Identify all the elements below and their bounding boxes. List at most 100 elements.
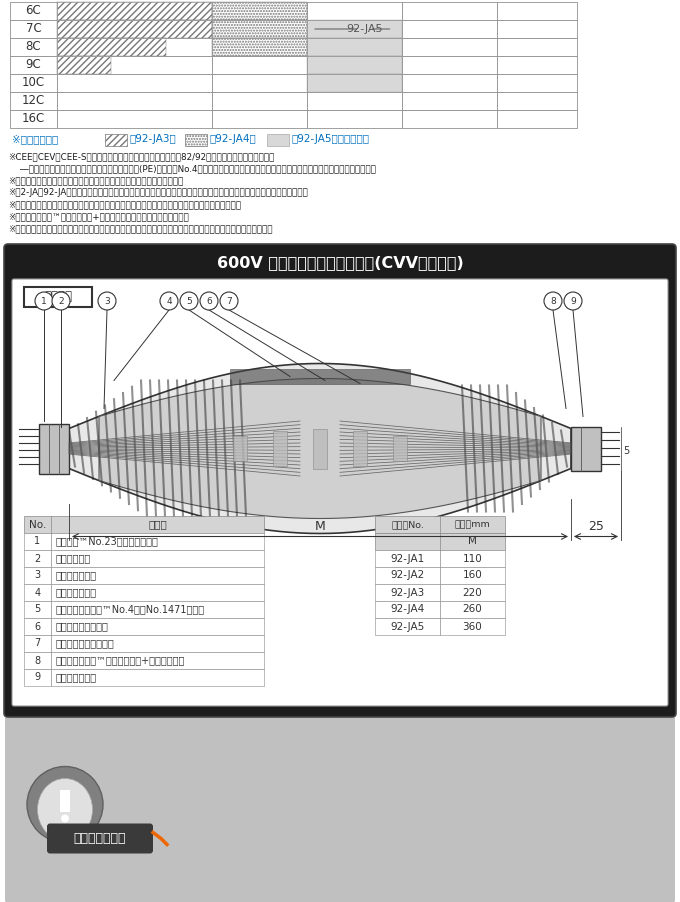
Text: 9C: 9C: [26, 59, 41, 71]
Bar: [497, 20, 577, 38]
Bar: [402, 74, 497, 92]
Bar: [307, 56, 402, 74]
Bar: [497, 110, 577, 128]
Text: 4: 4: [35, 587, 41, 597]
Bar: [307, 56, 402, 74]
Text: キットNo.: キットNo.: [391, 520, 424, 529]
Text: 10C: 10C: [22, 77, 45, 89]
Bar: [10, 92, 57, 110]
Bar: [375, 550, 440, 567]
Bar: [212, 38, 307, 56]
Bar: [230, 369, 410, 383]
FancyBboxPatch shape: [47, 824, 153, 853]
Text: ※スコッチフィル™電気絶縁バテ+ビニルテープは別途ご用意ください。: ※スコッチフィル™電気絶縁バテ+ビニルテープは別途ご用意ください。: [8, 212, 189, 221]
Bar: [212, 74, 307, 92]
Bar: [212, 92, 307, 110]
Bar: [57, 2, 212, 20]
Bar: [307, 74, 402, 92]
Bar: [24, 635, 51, 652]
Bar: [10, 20, 57, 38]
Bar: [497, 2, 577, 20]
Bar: [307, 2, 402, 20]
Text: 5: 5: [186, 297, 192, 306]
Text: 92-JA1: 92-JA1: [390, 554, 424, 564]
Text: 1: 1: [41, 297, 47, 306]
Bar: [402, 110, 497, 128]
Bar: [212, 2, 307, 20]
Text: スコッチ™No.23自己融着テープ: スコッチ™No.23自己融着テープ: [56, 537, 159, 547]
Bar: [307, 74, 402, 92]
Bar: [51, 652, 264, 669]
Polygon shape: [99, 379, 541, 519]
Bar: [57, 20, 212, 38]
Text: ※心線接続は合併圆形圧着スリーブを標準とし、絶縁は貴展略とします。: ※心線接続は合併圆形圧着スリーブを標準とし、絶縁は貴展略とします。: [8, 176, 184, 185]
Text: モールドケース: モールドケース: [56, 570, 97, 581]
Bar: [10, 74, 57, 92]
Text: 9: 9: [35, 673, 41, 683]
Text: ビニルテープ: ビニルテープ: [56, 554, 91, 564]
Text: 260: 260: [462, 604, 482, 614]
Ellipse shape: [37, 778, 92, 841]
Bar: [51, 669, 264, 686]
Text: 8C: 8C: [26, 41, 41, 53]
Bar: [375, 618, 440, 635]
Text: ―上記ケーブルの絶縁体やシースはポリエチレン(PE)のため、No.4エポキシレジンを使用した場合、硬化の影響による変形の遷れがあります。: ―上記ケーブルの絶縁体やシースはポリエチレン(PE)のため、No.4エポキシレジ…: [20, 164, 376, 173]
Bar: [497, 38, 577, 56]
Bar: [212, 56, 307, 74]
Text: 寸法　mm: 寸法 mm: [455, 520, 490, 529]
Bar: [57, 20, 212, 38]
Text: 5: 5: [623, 446, 629, 456]
Text: 6: 6: [206, 297, 212, 306]
Bar: [440, 584, 505, 601]
Circle shape: [544, 292, 562, 310]
Bar: [10, 110, 57, 128]
Bar: [24, 601, 51, 618]
Bar: [402, 2, 497, 20]
Bar: [233, 436, 247, 461]
Text: 92-JA2: 92-JA2: [390, 570, 424, 581]
Text: 1: 1: [35, 537, 41, 547]
Bar: [307, 110, 402, 128]
Bar: [212, 92, 307, 110]
Text: 110: 110: [462, 554, 482, 564]
Bar: [497, 38, 577, 56]
Text: ※分岐の場合は、直線接続のマニュアルを参照の上、その他の手順に従うことをおすすめします。: ※分岐の場合は、直線接続のマニュアルを参照の上、その他の手順に従うことをおすすめ…: [8, 200, 241, 209]
Text: 16C: 16C: [22, 113, 45, 125]
Bar: [39, 424, 69, 474]
Bar: [497, 74, 577, 92]
Text: 220: 220: [462, 587, 482, 597]
Bar: [10, 56, 57, 74]
Bar: [402, 38, 497, 56]
FancyBboxPatch shape: [4, 244, 676, 717]
Text: ●各部の名称: ●各部の名称: [24, 502, 67, 512]
Text: 8: 8: [550, 297, 556, 306]
Bar: [57, 2, 212, 20]
Bar: [24, 618, 51, 635]
Bar: [307, 92, 402, 110]
Bar: [307, 110, 402, 128]
Circle shape: [160, 292, 178, 310]
Bar: [375, 601, 440, 618]
Polygon shape: [69, 364, 571, 533]
Bar: [51, 533, 264, 550]
Text: 25: 25: [588, 520, 604, 532]
Bar: [60, 789, 70, 812]
Text: 360: 360: [462, 621, 482, 631]
Bar: [24, 567, 51, 584]
Text: 600V 直線接続添分岐仕上り図(CVVケーブル): 600V 直線接続添分岐仕上り図(CVVケーブル): [217, 255, 463, 271]
Circle shape: [200, 292, 218, 310]
Bar: [402, 56, 497, 74]
Text: は92-JA4、: は92-JA4、: [209, 134, 256, 144]
Text: 6: 6: [35, 621, 41, 631]
Bar: [24, 550, 51, 567]
Bar: [307, 92, 402, 110]
Bar: [212, 20, 307, 38]
Bar: [57, 56, 212, 74]
Bar: [273, 431, 287, 466]
Bar: [212, 38, 307, 56]
Bar: [497, 20, 577, 38]
Bar: [57, 20, 212, 38]
Text: は92-JA3、: は92-JA3、: [129, 134, 175, 144]
Text: 92-JA5: 92-JA5: [346, 24, 383, 34]
Bar: [57, 38, 212, 56]
